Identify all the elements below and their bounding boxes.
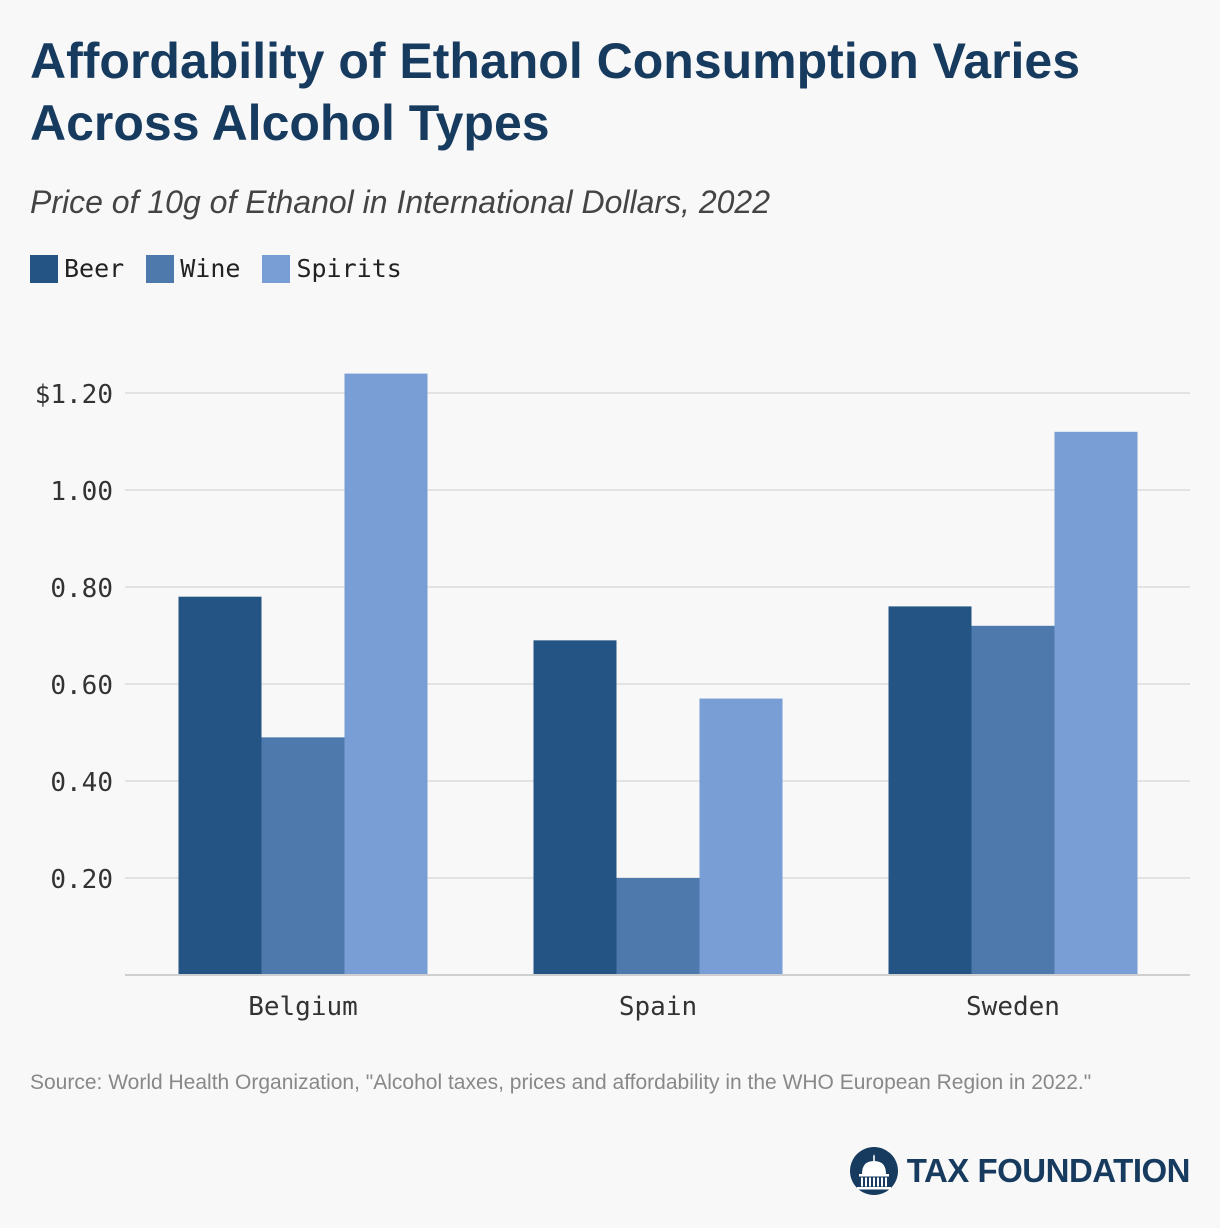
y-tick-label: 1.00 (50, 477, 113, 507)
tax-foundation-logo: TAX FOUNDATION (849, 1146, 1191, 1196)
legend-swatch-wine (146, 254, 175, 283)
x-tick-label-belgium: Belgium (248, 992, 358, 1022)
x-tick-label-spain: Spain (619, 992, 697, 1022)
y-axis-ticks: 0.20 0.40 0.60 0.80 1.00 $1.20 (35, 380, 113, 895)
bars (178, 373, 1138, 976)
bar-sweden-spirits (1054, 431, 1138, 975)
legend: Beer Wine Spirits (30, 254, 424, 283)
legend-item-beer: Beer (30, 254, 124, 283)
bar-chart: 0.20 0.40 0.60 0.80 1.00 $1.20 Belgium Spain Sw… (35, 373, 1190, 1022)
chart-subtitle: Price of 10g of Ethanol in International… (30, 184, 771, 220)
legend-swatch-beer (30, 254, 58, 283)
chart-title: Affordability of Ethanol Consumption Var… (30, 33, 1081, 151)
bar-spain-wine (616, 878, 700, 975)
y-tick-label: $1.20 (35, 380, 113, 410)
capitol-dome-icon (849, 1147, 898, 1195)
y-tick-label: 0.20 (50, 865, 113, 895)
y-tick-label: 0.60 (50, 671, 113, 701)
legend-swatch-spirits (262, 254, 291, 283)
logo-text: TAX FOUNDATION (906, 1152, 1191, 1189)
legend-item-wine: Wine (146, 254, 240, 283)
x-tick-label-sweden: Sweden (966, 992, 1060, 1022)
bar-spain-spirits (699, 698, 783, 975)
x-axis-ticks: Belgium Spain Sweden (248, 992, 1060, 1022)
bar-belgium-wine (261, 737, 345, 975)
bar-spain-beer (533, 640, 617, 975)
bar-belgium-beer (178, 596, 262, 975)
bar-sweden-wine (971, 625, 1055, 975)
bar-sweden-beer (888, 606, 972, 975)
bar-belgium-spirits (344, 373, 428, 976)
legend-label-beer: Beer (64, 254, 125, 283)
legend-label-spirits: Spirits (296, 254, 402, 283)
legend-label-wine: Wine (180, 254, 241, 283)
legend-item-spirits: Spirits (262, 254, 402, 283)
y-tick-label: 0.80 (50, 574, 113, 604)
source-note: Source: World Health Organization, "Alco… (30, 1071, 1092, 1094)
y-tick-label: 0.40 (50, 768, 113, 798)
